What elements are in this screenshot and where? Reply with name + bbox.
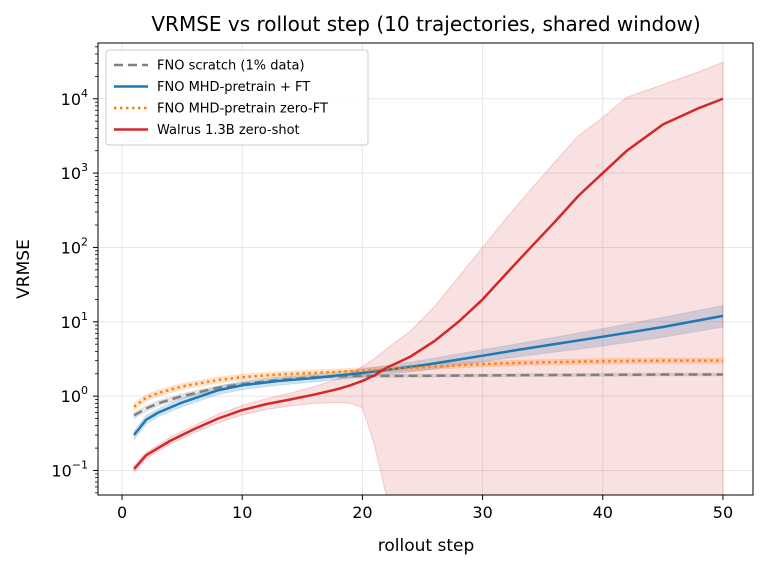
x-tick-label: 20	[352, 503, 372, 522]
line-walrus-1-3b-zero-shot	[133, 97, 724, 470]
y-tick-base: 10	[61, 238, 81, 257]
band-fno-mhd-pretrain-zero-ft	[133, 357, 724, 412]
legend: FNO scratch (1% data) FNO MHD-pretrain + …	[105, 49, 369, 146]
y-tick-exponent: 0	[81, 384, 88, 397]
line-fno-mhd-pretrain-ft	[133, 314, 724, 436]
line-fno-scratch-1-data	[133, 373, 723, 417]
x-tick-label: 40	[593, 503, 613, 522]
line-fno-mhd-pretrain-zero-ft	[133, 359, 723, 408]
legend-label-fno-mhd-pretrain-ft: FNO MHD-pretrain + FT	[157, 80, 310, 95]
y-tick-base: 10	[51, 461, 71, 480]
y-tick-label: 103	[61, 161, 88, 183]
x-axis-label: rollout step	[378, 536, 474, 556]
confidence-bands	[133, 61, 724, 495]
legend-label-walrus-1-3b-zero-shot: Walrus 1.3B zero-shot	[157, 123, 300, 138]
x-tick-label: 0	[117, 503, 127, 522]
band-fno-mhd-pretrain-ft	[133, 305, 724, 442]
y-tick-label: 101	[61, 310, 88, 332]
y-tick-label: 104	[61, 87, 88, 109]
plot-frame	[97, 42, 754, 496]
y-tick-base: 10	[61, 313, 81, 332]
chart-title: VRMSE vs rollout step (10 trajectories, …	[151, 12, 700, 36]
y-tick-base: 10	[61, 164, 81, 183]
y-tick-exponent: 2	[81, 235, 88, 248]
y-tick-exponent: 4	[81, 87, 88, 100]
legend-box	[105, 49, 369, 146]
y-tick-label: 10−1	[51, 458, 88, 480]
band-walrus-1-3b-zero-shot	[133, 61, 724, 495]
legend-label-fno-mhd-pretrain-zero-ft: FNO MHD-pretrain zero-FT	[157, 102, 328, 117]
y-tick-base: 10	[61, 90, 81, 109]
y-tick-exponent: 1	[81, 310, 88, 323]
y-tick-base: 10	[61, 387, 81, 406]
series-lines	[133, 97, 724, 470]
legend-label-fno-scratch-1-data: FNO scratch (1% data)	[157, 59, 305, 74]
y-tick-exponent: 3	[81, 161, 88, 174]
x-tick-label: 30	[472, 503, 492, 522]
y-tick-label: 100	[61, 384, 88, 406]
x-tick-label: 50	[713, 503, 733, 522]
x-tick-label: 10	[232, 503, 252, 522]
y-axis-label: VRMSE	[14, 239, 34, 299]
y-tick-label: 102	[61, 235, 88, 257]
y-tick-exponent: −1	[72, 458, 88, 471]
